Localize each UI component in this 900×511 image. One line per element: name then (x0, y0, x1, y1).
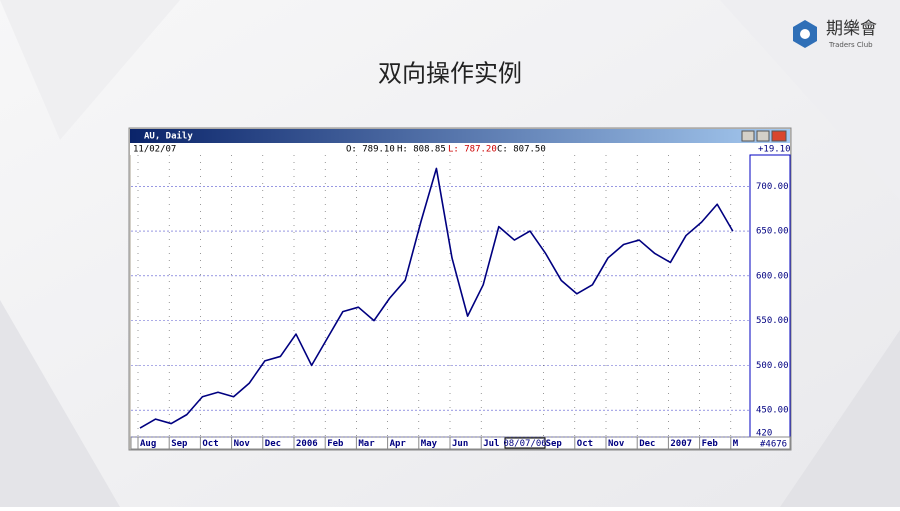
y-tick-label: 600.00 (756, 271, 789, 281)
close: C: 807.50 (497, 145, 546, 155)
x-tick-label: Nov (608, 439, 625, 449)
x-tick-label: Dec (265, 439, 281, 449)
x-tick-label: May (421, 439, 438, 449)
cursor-date: 08/07/06 (503, 439, 546, 449)
maximize-button[interactable] (756, 130, 770, 142)
x-tick-label: Sep (546, 439, 563, 449)
x-tick-label: M (733, 439, 739, 449)
x-tick-label: Aug (140, 439, 156, 449)
logo-tagline: Traders Club (828, 41, 873, 49)
y-tick-label: 500.00 (756, 361, 789, 371)
y-tick-label: 650.00 (756, 227, 789, 237)
y-tick-label: 420 (756, 429, 772, 439)
price-axis (749, 154, 791, 438)
date: 11/02/07 (133, 145, 176, 155)
y-tick-label: 450.00 (756, 406, 789, 416)
x-tick-label: Oct (202, 439, 218, 449)
y-tick-label: 550.00 (756, 316, 789, 326)
bg-shape (720, 0, 900, 200)
close-button[interactable] (771, 130, 787, 142)
x-tick-label: 2006 (296, 439, 318, 449)
x-tick-label: 2007 (670, 439, 692, 449)
price-line (139, 167, 734, 429)
minimize-button[interactable] (741, 130, 755, 142)
x-tick-label: Dec (639, 439, 655, 449)
bg-shape (0, 0, 180, 140)
x-tick-label: Sep (171, 439, 188, 449)
bar-count: #4676 (760, 440, 787, 450)
x-tick-label: Oct (577, 439, 593, 449)
x-tick-label: Jul (483, 439, 499, 449)
logo-name: 期樂會 (826, 19, 877, 39)
high: H: 808.85 (397, 145, 446, 155)
x-tick-label: Feb (702, 439, 719, 449)
low: L: 787.20 (448, 145, 497, 155)
x-tick-label: Nov (234, 439, 251, 449)
bg-shape (0, 300, 120, 507)
chart: 420 450.00 500.00 550.00 600.00 650.00 700.00 A… (131, 155, 789, 449)
x-tick-label: Apr (390, 439, 407, 449)
info-bar (130, 143, 790, 155)
bg-shape (780, 330, 900, 507)
x-tick-label: Feb (327, 439, 344, 449)
x-tick-label: Jun (452, 439, 468, 449)
window-title: AU, Daily (144, 131, 193, 142)
title-bar (130, 129, 790, 143)
slide-title: 双向操作实例 (378, 60, 522, 88)
plot-area (131, 155, 750, 437)
x-tick-label: Mar (358, 439, 375, 449)
y-tick-label: 700.00 (756, 182, 789, 192)
logo-icon (800, 29, 810, 39)
cursor-date-box (504, 437, 546, 449)
change: +19.10 (758, 145, 791, 155)
open: O: 789.10 (346, 145, 395, 155)
